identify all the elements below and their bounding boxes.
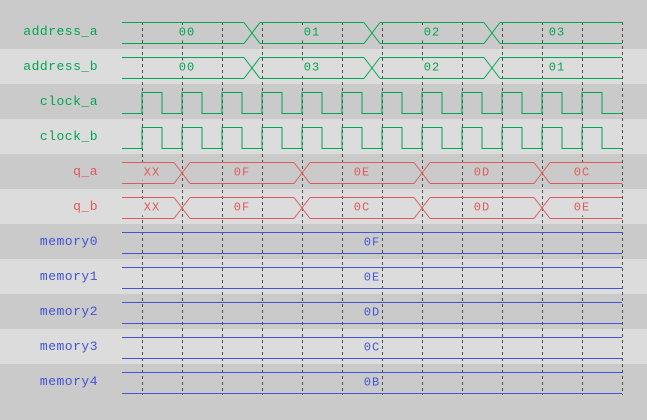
waveform-track-memory3[interactable] [122,329,622,364]
waveform-track-clock_b[interactable] [122,119,622,154]
bus-value: 0D [471,200,493,216]
bus-value: 0C [571,165,593,181]
bus-value: 0E [351,165,373,181]
waveform-track-q_a[interactable] [122,154,622,189]
bus-value: 01 [546,60,568,76]
bus-value: 0C [351,200,373,216]
signal-label-memory3[interactable]: memory3 [39,339,98,354]
time-gridline [622,22,623,395]
bus-value: 02 [421,25,443,41]
bus-value: XX [141,165,163,181]
bus-value: 03 [546,25,568,41]
bus-value: 0E [571,200,593,216]
waveform-track-memory4[interactable] [122,364,622,399]
bus-value: 0D [471,165,493,181]
bus-value: 0B [361,375,383,391]
bus-value: 0E [361,270,383,286]
bus-value: XX [141,200,163,216]
bus-value: 0C [361,340,383,356]
time-gridline [262,22,263,395]
waveform-track-q_b[interactable] [122,189,622,224]
bus-value: 03 [301,60,323,76]
waveform-track-address_a[interactable] [122,14,622,49]
bus-value: 00 [176,25,198,41]
signal-label-address_a[interactable]: address_a [23,24,98,39]
time-gridline [502,22,503,395]
bus-value: 0D [361,305,383,321]
time-gridline [382,22,383,395]
signal-label-memory2[interactable]: memory2 [39,304,98,319]
waveform-track-clock_a[interactable] [122,84,622,119]
time-gridline [342,22,343,395]
bus-value: 00 [176,60,198,76]
waveform-track-memory2[interactable] [122,294,622,329]
waveform-track-memory1[interactable] [122,259,622,294]
bus-value: 01 [301,25,323,41]
signal-label-clock_b[interactable]: clock_b [39,129,98,144]
waveform-track-address_b[interactable] [122,49,622,84]
bus-value: 0F [231,200,253,216]
signal-label-address_b[interactable]: address_b [23,59,98,74]
bus-value: 02 [421,60,443,76]
signal-label-memory0[interactable]: memory0 [39,234,98,249]
bus-value: 0F [361,235,383,251]
signal-label-clock_a[interactable]: clock_a [39,94,98,109]
time-gridline [462,22,463,395]
signal-label-q_a[interactable]: q_a [73,164,98,179]
waveform-track-memory0[interactable] [122,224,622,259]
time-gridline [222,22,223,395]
signal-label-memory4[interactable]: memory4 [39,374,98,389]
signal-label-q_b[interactable]: q_b [73,199,98,214]
signal-label-memory1[interactable]: memory1 [39,269,98,284]
bus-value: 0F [231,165,253,181]
